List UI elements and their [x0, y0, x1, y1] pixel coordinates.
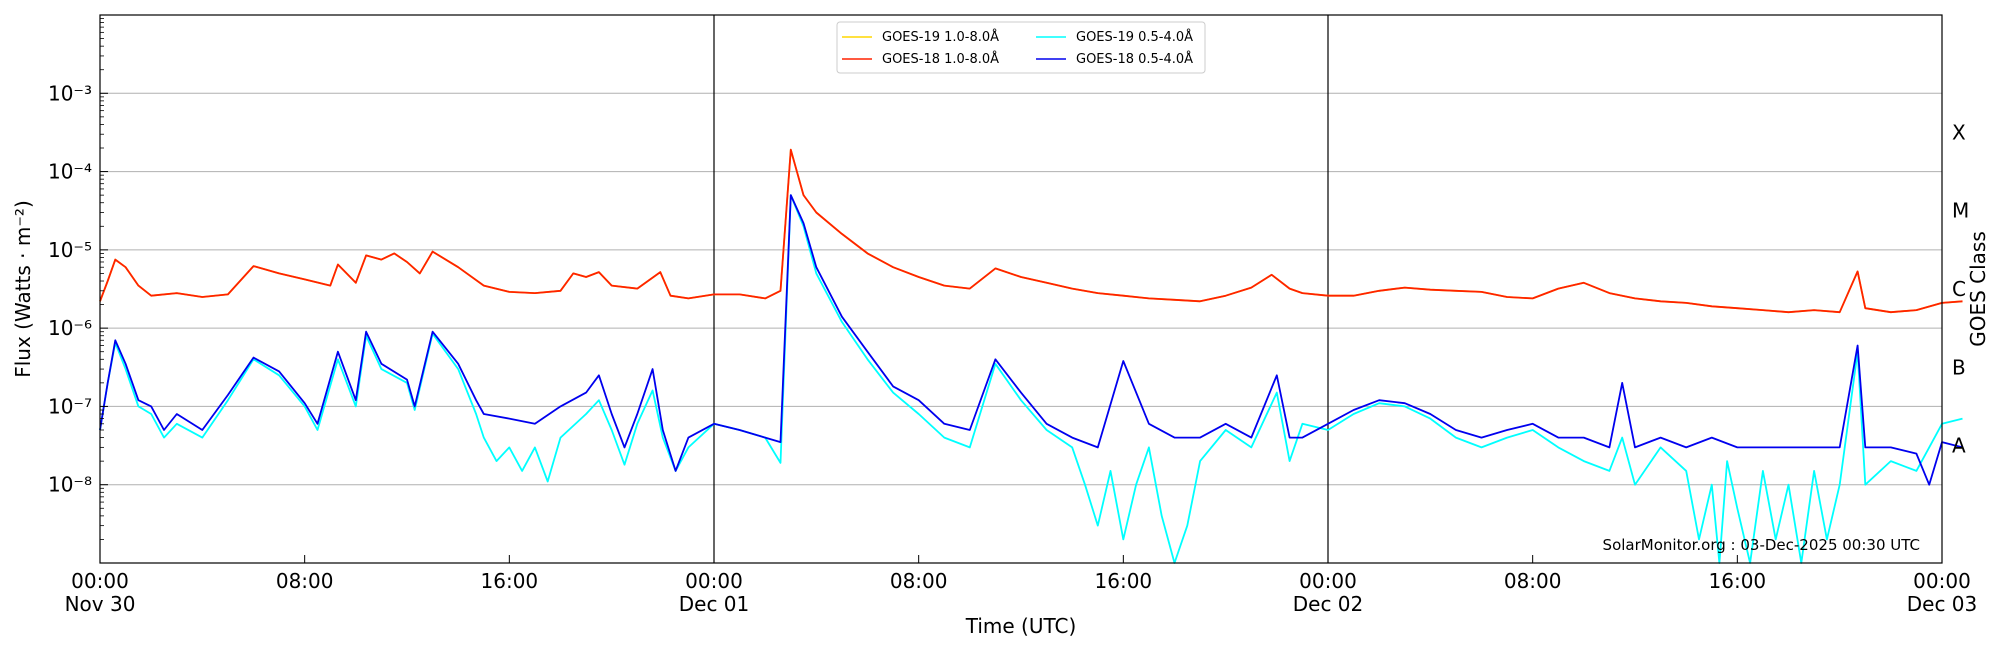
goes-class-label: C	[1952, 277, 1966, 301]
watermark-text: SolarMonitor.org : 03-Dec-2025 00:30 UTC	[1603, 536, 1920, 554]
x-tick-label: 00:00	[1913, 569, 1971, 593]
x-tick-date-label: Nov 30	[65, 592, 136, 616]
x-tick-label: 16:00	[1095, 569, 1153, 593]
goes-class-label: B	[1952, 355, 1966, 379]
x-tick-date-label: Dec 02	[1293, 592, 1364, 616]
y-tick-label: 10⁻⁸	[48, 473, 92, 497]
x-axis-title: Time (UTC)	[965, 614, 1077, 638]
y-tick-label: 10⁻⁶	[48, 316, 92, 340]
x-tick-label: 00:00	[685, 569, 743, 593]
x-tick-label: 16:00	[1709, 569, 1767, 593]
series-line-3	[99, 194, 1963, 486]
x-tick-date-label: Dec 03	[1907, 592, 1978, 616]
legend-label-goes19-short: GOES-19 0.5-4.0Å	[1076, 29, 1193, 45]
x-tick-label: 16:00	[481, 569, 539, 593]
legend: GOES-19 1.0-8.0Å GOES-18 1.0-8.0Å GOES-1…	[836, 21, 1206, 74]
goes-class-label: X	[1952, 120, 1966, 144]
plot-frame	[99, 14, 1943, 564]
grid-layer	[100, 92, 1942, 486]
legend-frame	[836, 21, 1206, 74]
series-line-2	[99, 194, 1963, 564]
x-tick-label: 08:00	[276, 569, 334, 593]
x-tick-label: 00:00	[71, 569, 129, 593]
goes-class-label: A	[1952, 434, 1966, 458]
goes-class-layer: A B C M X	[1952, 120, 1969, 457]
legend-label-goes18-short: GOES-18 0.5-4.0Å	[1076, 51, 1193, 67]
series-layer	[99, 148, 1963, 564]
y-tick-label: 10⁻⁷	[48, 394, 92, 418]
y-tick-label: 10⁻³	[48, 81, 92, 105]
legend-label-goes18-long: GOES-18 1.0-8.0Å	[882, 51, 999, 67]
day-boundary-layer	[713, 15, 1329, 563]
y-tick-label: 10⁻⁴	[48, 160, 92, 184]
y-tick-label: 10⁻⁵	[48, 238, 92, 262]
x-tick-date-label: Dec 01	[679, 592, 750, 616]
x-tick-label: 08:00	[1504, 569, 1562, 593]
x-tick-label: 08:00	[890, 569, 948, 593]
x-tick-label: 00:00	[1299, 569, 1357, 593]
series-line-1	[99, 148, 1963, 314]
right-axis-title: GOES Class	[1966, 231, 1990, 347]
goes-class-label: M	[1952, 199, 1969, 223]
legend-label-goes19-long: GOES-19 1.0-8.0Å	[882, 29, 999, 45]
y-axis-title: Flux (Watts · m⁻²)	[11, 200, 35, 378]
